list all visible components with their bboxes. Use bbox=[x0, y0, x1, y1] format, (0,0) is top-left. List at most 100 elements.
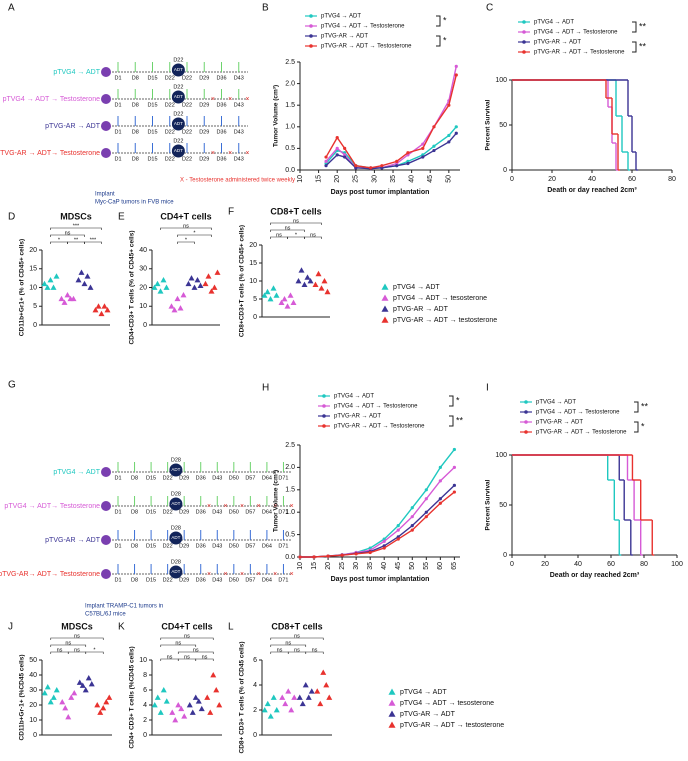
adt-circle bbox=[169, 531, 183, 545]
y-tick-label: 5 bbox=[253, 296, 257, 303]
day-label: D29 bbox=[179, 577, 189, 583]
mouse-icon bbox=[101, 569, 111, 579]
data-point bbox=[432, 148, 436, 153]
data-point bbox=[421, 155, 425, 159]
data-point bbox=[395, 159, 399, 163]
data-point bbox=[343, 146, 347, 150]
data-point bbox=[85, 675, 92, 681]
schema-footer: Implant bbox=[95, 192, 115, 198]
day-label: D50 bbox=[229, 543, 239, 549]
data-point bbox=[395, 164, 399, 168]
adt-label: ADT bbox=[171, 569, 180, 574]
significance-label: ns bbox=[65, 640, 71, 646]
legend-marker bbox=[522, 40, 526, 44]
data-point bbox=[70, 295, 77, 302]
data-point bbox=[185, 280, 192, 287]
significance-bracket bbox=[436, 35, 441, 47]
x-tick-label: 55 bbox=[423, 562, 430, 570]
day-label: D43 bbox=[212, 475, 222, 481]
y-tick-label: 10 bbox=[139, 657, 147, 664]
data-point bbox=[273, 707, 280, 713]
data-point bbox=[424, 488, 428, 492]
y-tick-label: 0 bbox=[503, 167, 507, 174]
testosterone-x: × bbox=[228, 150, 232, 157]
significance-label: ns bbox=[285, 640, 291, 646]
data-point bbox=[204, 694, 211, 700]
significance-bracket bbox=[50, 234, 85, 237]
adt-circle bbox=[171, 117, 185, 131]
panel-letter: E bbox=[118, 212, 125, 223]
y-tick-label: 20 bbox=[29, 247, 37, 254]
day-label: D64 bbox=[262, 475, 272, 481]
significance-bracket bbox=[632, 41, 637, 53]
data-point bbox=[396, 524, 400, 528]
y-tick-label: 2 bbox=[253, 707, 257, 714]
data-point bbox=[368, 546, 372, 550]
day-label: D36 bbox=[196, 509, 206, 515]
significance-label: ns bbox=[294, 633, 300, 639]
data-point bbox=[44, 684, 51, 690]
significance-label: ns bbox=[183, 223, 189, 229]
significance-bracket bbox=[270, 222, 322, 225]
significance-label: ns bbox=[57, 647, 63, 653]
panel-letter: J bbox=[8, 622, 13, 633]
y-tick-label: 6 bbox=[143, 687, 147, 694]
x-tick-label: 100 bbox=[671, 561, 683, 568]
day-label: D36 bbox=[196, 577, 206, 583]
adt-label: ADT bbox=[174, 94, 183, 99]
x-axis-title: Days post tumor implantation bbox=[331, 189, 430, 196]
mouse-icon bbox=[101, 501, 111, 511]
day-label: D36 bbox=[216, 102, 226, 108]
legend-marker bbox=[322, 404, 326, 408]
day-label: D43 bbox=[234, 129, 244, 135]
x-tick-label: 80 bbox=[640, 561, 648, 568]
data-point bbox=[396, 535, 400, 539]
x-axis-title: Death or day reached 2cm³ bbox=[547, 187, 637, 194]
data-point bbox=[302, 682, 309, 688]
data-point bbox=[410, 506, 414, 510]
data-point bbox=[396, 537, 400, 541]
legend-marker bbox=[388, 721, 396, 728]
legend-marker bbox=[322, 424, 326, 428]
day-label: D29 bbox=[199, 156, 209, 162]
data-point bbox=[160, 687, 167, 693]
significance-bracket bbox=[50, 644, 87, 647]
data-point bbox=[279, 694, 286, 700]
x-tick-label: 45 bbox=[427, 175, 434, 183]
data-point bbox=[194, 277, 201, 283]
legend-label: pTVG4 → ADT bbox=[534, 20, 574, 26]
data-point bbox=[406, 161, 410, 166]
x-tick-label: 65 bbox=[451, 562, 458, 570]
data-point bbox=[308, 688, 315, 694]
y-tick-label: 100 bbox=[495, 452, 507, 459]
data-point bbox=[452, 465, 456, 469]
data-point bbox=[296, 694, 303, 700]
significance-label: ns bbox=[184, 633, 190, 639]
day-label: D43 bbox=[212, 543, 222, 549]
data-point bbox=[61, 299, 68, 305]
data-point bbox=[307, 278, 314, 284]
data-point bbox=[101, 303, 108, 309]
adt-label: ADT bbox=[174, 67, 183, 72]
row-label: pTVG4 → ADT → Testosterone bbox=[3, 96, 101, 103]
data-point bbox=[169, 709, 176, 715]
data-point bbox=[178, 705, 185, 712]
data-point bbox=[261, 707, 268, 713]
data-point bbox=[87, 284, 94, 290]
mouse-icon bbox=[101, 94, 111, 104]
day-label: D71 bbox=[278, 543, 288, 549]
day-label: D43 bbox=[212, 577, 222, 583]
y-tick-label: 0 bbox=[253, 314, 257, 321]
data-point bbox=[71, 690, 78, 696]
day-label: D8 bbox=[131, 543, 138, 549]
series-line bbox=[300, 449, 455, 558]
day-label: D22 bbox=[165, 129, 175, 135]
y-axis-title: Tumor Volume (cm³) bbox=[273, 470, 280, 532]
chart-title: MDSCs bbox=[61, 621, 93, 631]
legend-label: pTVG4 → ADT → Testosterone bbox=[334, 404, 418, 410]
data-point bbox=[205, 273, 212, 279]
significance-bracket bbox=[84, 241, 102, 244]
legend-marker bbox=[524, 400, 528, 404]
data-point bbox=[261, 292, 268, 298]
chart-title: CD4+T cells bbox=[160, 211, 211, 221]
